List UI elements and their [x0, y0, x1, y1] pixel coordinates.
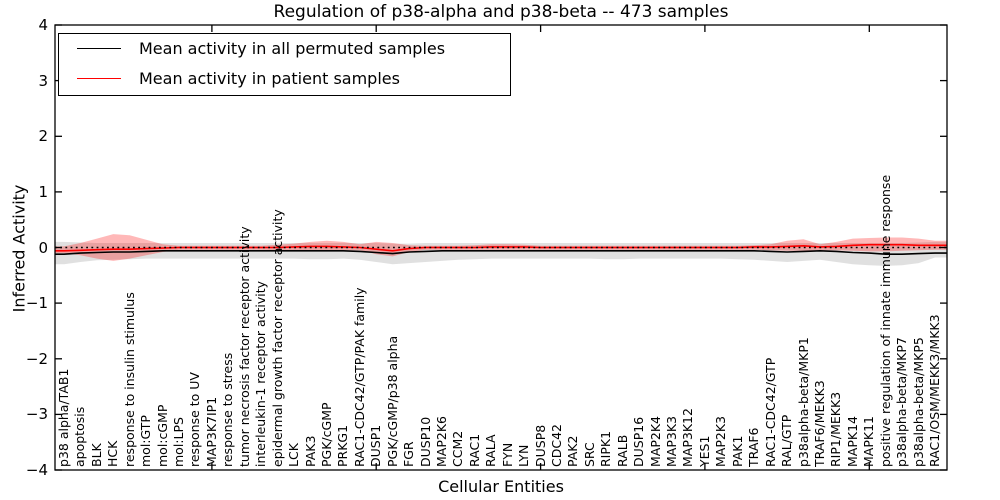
legend-line-patient-icon — [77, 78, 121, 79]
x-category-label: DUSP1 — [368, 424, 384, 467]
x-category-label: response to UV — [187, 372, 203, 467]
x-category-label: PAK2 — [565, 435, 581, 467]
x-category-label: RIPK1 — [598, 430, 614, 467]
x-category-label: PGK/cGMP — [318, 402, 334, 467]
legend-label-patient: Mean activity in patient samples — [139, 69, 400, 88]
x-category-label: MAPK14 — [844, 416, 860, 467]
x-category-label: FGR — [401, 441, 417, 467]
x-category-label: CDC42 — [549, 424, 565, 467]
y-tick-label: −2 — [25, 349, 48, 368]
x-category-label: RAC1-CDC42/GTP/PAK family — [351, 287, 367, 467]
x-category-label: p38alpha-beta/MKP5 — [910, 337, 926, 467]
x-category-label: response to stress — [220, 352, 236, 467]
x-category-label: MAP3K12 — [680, 408, 696, 467]
x-category-label: MAP3K7IP1 — [203, 396, 219, 467]
x-category-label: PGK/cGMP/p38 alpha — [384, 335, 400, 467]
x-category-label: LYN — [516, 444, 532, 467]
x-category-label: TRAF6 — [746, 427, 762, 467]
legend-entry-permuted: Mean activity in all permuted samples — [59, 34, 510, 64]
x-category-label: RAC1/OSM/MEKK3/MKK3 — [927, 314, 942, 467]
x-category-label: epidermal growth factor receptor activit… — [269, 209, 285, 467]
x-category-label: LCK — [286, 443, 302, 467]
x-category-label: MAP2K3 — [713, 416, 729, 467]
x-category-label: YES1 — [696, 435, 712, 467]
y-tick-label: −3 — [25, 405, 48, 424]
x-category-label: DUSP16 — [631, 416, 647, 467]
y-tick-label: 2 — [38, 127, 48, 146]
x-category-label: tumor necrosis factor receptor activity — [236, 226, 252, 467]
x-category-label: MAP2K6 — [433, 416, 449, 467]
y-tick-label: 0 — [38, 238, 48, 257]
legend-line-permuted-icon — [77, 48, 121, 49]
permuted-mean-line — [55, 249, 947, 255]
legend-label-permuted: Mean activity in all permuted samples — [139, 39, 446, 58]
x-category-label: DUSP10 — [417, 416, 433, 467]
y-tick-label: 3 — [38, 71, 48, 90]
x-category-label: DUSP8 — [532, 424, 548, 467]
x-category-label: MAP3K3 — [664, 416, 680, 467]
x-category-label: PAK1 — [729, 435, 745, 467]
x-category-label: RALA — [483, 434, 499, 467]
y-axis-title: Inferred Activity — [9, 184, 29, 313]
x-category-label: p38 alpha/TAB1 — [56, 368, 71, 467]
x-category-label: TRAF6/MEKK3 — [811, 380, 827, 467]
x-category-label: HCK — [105, 440, 121, 467]
x-axis-title: Cellular Entities — [438, 477, 564, 496]
x-category-label: RAC1 — [466, 433, 482, 467]
x-category-label: BLK — [88, 443, 104, 467]
x-category-label: RAC1-CDC42/GTP — [762, 357, 778, 467]
x-category-label: SRC — [581, 442, 597, 467]
chart-title: Regulation of p38-alpha and p38-beta -- … — [273, 2, 729, 22]
y-tick-label: 1 — [38, 182, 48, 201]
x-category-label: positive regulation of innate immune res… — [877, 174, 893, 467]
legend-entry-patient: Mean activity in patient samples — [59, 64, 510, 94]
x-category-label: MAP2K4 — [647, 416, 663, 467]
x-category-label: PAK3 — [302, 435, 318, 467]
x-category-label: mol:LPS — [171, 417, 187, 467]
x-category-label: RIP1/MEKK3 — [828, 391, 844, 467]
x-category-label: mol:cGMP — [154, 404, 170, 467]
patient-mean-line — [55, 243, 947, 252]
y-tick-label: 4 — [38, 16, 48, 34]
x-category-label: FYN — [499, 442, 515, 467]
x-category-label: RAL/GTP — [779, 414, 795, 467]
x-category-label: MAPK11 — [861, 416, 877, 467]
y-tick-label: −4 — [25, 461, 48, 479]
x-category-label: PRKG1 — [335, 424, 351, 467]
x-category-label: interleukin-1 receptor activity — [253, 280, 269, 467]
x-category-label: RALB — [614, 434, 630, 467]
legend-box: Mean activity in all permuted samples Me… — [58, 33, 511, 96]
x-category-label: response to insulin stimulus — [121, 292, 137, 467]
x-category-label: p38alpha-beta/MKP7 — [894, 337, 910, 467]
x-category-label: p38alpha-beta/MKP1 — [795, 337, 811, 467]
x-category-label: mol:GTP — [138, 415, 154, 467]
y-tick-label: −1 — [25, 294, 48, 313]
x-category-label: apoptosis — [72, 406, 88, 467]
x-category-label: CCM2 — [450, 430, 466, 467]
